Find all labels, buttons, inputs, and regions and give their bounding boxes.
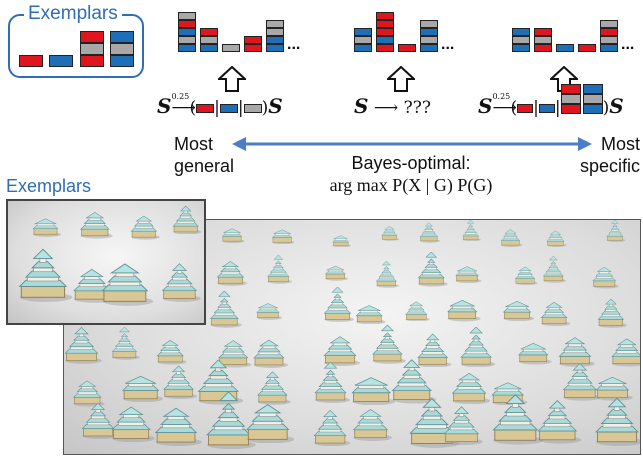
ellipsis: ...: [287, 40, 300, 50]
castle-icon: [512, 259, 538, 285]
castle-icon: [157, 257, 202, 302]
castle-icon: [309, 404, 351, 446]
castle-icon: [348, 396, 393, 441]
castle-icon: [452, 253, 482, 283]
spectrum-arrow: [232, 136, 592, 152]
castle-icon: [439, 400, 484, 445]
exemplar-box-label: Exemplars: [24, 3, 122, 25]
castle-icon: [443, 283, 482, 322]
castle-icon: [417, 219, 441, 243]
ellipsis: ...: [441, 40, 454, 50]
castle-icon: [379, 220, 400, 241]
castle-icon: [264, 255, 293, 284]
castle-icon: [402, 293, 430, 321]
rule-specific: S 0.25 ⟶(| |)S: [478, 94, 624, 118]
castle-icon: [320, 287, 355, 322]
castle-icon: [589, 258, 620, 289]
castle-icon: [63, 321, 103, 364]
castle-icon: [95, 246, 155, 306]
castle-icon: [219, 219, 245, 243]
castle-icon: [169, 201, 202, 234]
castle-icon: [149, 392, 203, 446]
castle-icon: [127, 206, 161, 240]
castle-icon: [29, 204, 62, 237]
castle-icon: [514, 326, 553, 365]
castle-icon: [269, 219, 295, 244]
castle-icon: [253, 290, 283, 320]
castle-icon: [330, 226, 351, 247]
castle-icon: [414, 252, 449, 287]
castle-icon: [537, 292, 571, 326]
exemplar-castles-image: [6, 199, 206, 325]
castle-icon: [352, 290, 386, 324]
castle-icon: [373, 261, 400, 288]
rule-middle: S ⟶ ???: [354, 94, 431, 118]
castle-icon: [544, 224, 567, 247]
most-general-label: Most general: [174, 133, 234, 177]
castle-icon: [240, 388, 295, 443]
castle-icon: [249, 328, 289, 368]
castle-icon: [460, 220, 481, 241]
rule-general: S 0.25 ⟶(| |)S: [157, 94, 283, 118]
castle-icon: [498, 222, 523, 247]
castle-icon: [532, 393, 583, 444]
castle-icon: [322, 254, 349, 281]
castle-icon: [604, 220, 626, 242]
castle-icon: [540, 256, 567, 283]
castle-icon: [310, 362, 351, 403]
up-arrow-icon: [218, 66, 246, 92]
ellipsis: ...: [621, 40, 634, 50]
castle-icon: [594, 294, 628, 328]
castle-icon: [213, 251, 248, 286]
castle-icon: [76, 201, 114, 239]
castle-icon: [589, 390, 641, 446]
bayes-optimal-label: Bayes-optimal: arg max P(X | G) P(G): [300, 152, 522, 196]
castle-icon: [206, 291, 243, 328]
up-arrow-icon: [387, 66, 415, 92]
most-specific-label: Most specific: [576, 133, 640, 177]
castle-icon: [499, 285, 535, 321]
castle-icon: [12, 240, 74, 302]
photo-label: Exemplars: [6, 175, 91, 197]
